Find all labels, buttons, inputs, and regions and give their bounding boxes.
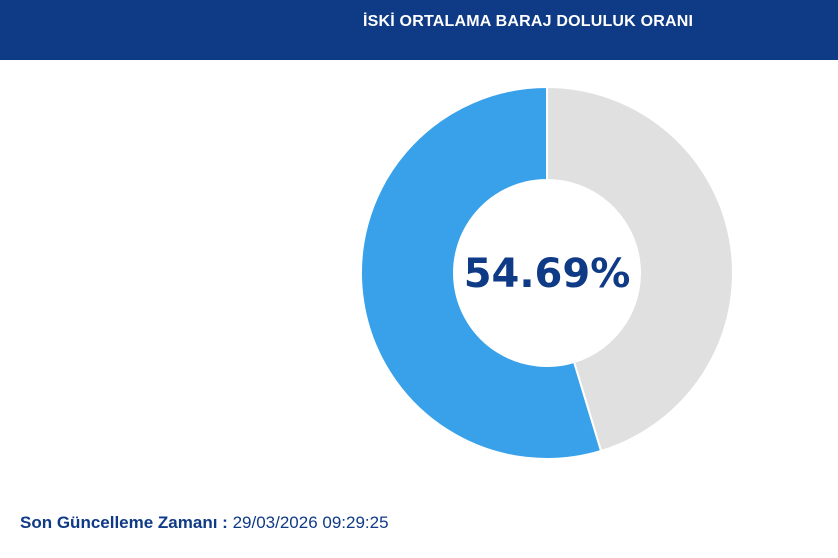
page-title: İSKİ ORTALAMA BARAJ DOLULUK ORANI xyxy=(363,13,694,30)
donut-slices xyxy=(360,86,734,460)
donut-slice-empty xyxy=(546,86,734,453)
donut-slice-filled xyxy=(360,86,603,460)
last-update-label: Son Güncelleme Zamanı : xyxy=(20,513,228,532)
last-update: Son Güncelleme Zamanı : 29/03/2026 09:29… xyxy=(20,513,389,533)
dam-fill-donut-chart: 54.69% xyxy=(360,86,734,460)
fill-rate-value: 54.69% xyxy=(464,251,631,297)
donut-svg: 54.69% xyxy=(360,86,734,460)
last-update-timestamp: 29/03/2026 09:29:25 xyxy=(232,513,389,532)
page-header: İSKİ ORTALAMA BARAJ DOLULUK ORANI xyxy=(0,0,838,60)
